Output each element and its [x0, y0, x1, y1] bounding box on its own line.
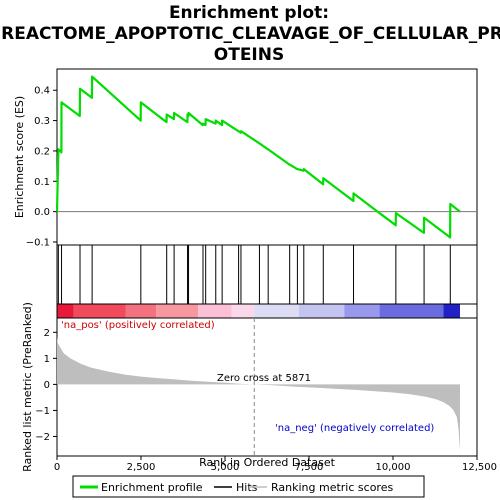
x-tick-label: 5,000 — [211, 462, 240, 473]
colorbar-segment — [156, 304, 199, 318]
es-y-tick-label: −0.1 — [26, 237, 50, 248]
metric-y-axis-label: Ranked list metric (PreRanked) — [21, 302, 34, 472]
zero-cross-label: Zero cross at 5871 — [217, 373, 311, 384]
colorbar-segment — [344, 304, 380, 318]
x-tick-label: 0 — [54, 462, 60, 473]
chart-title-line2: REACTOME_APOPTOTIC_CLEAVAGE_OF_CELLULAR_… — [1, 24, 500, 44]
x-tick-label: 2,500 — [127, 462, 156, 473]
positive-correlation-label: 'na_pos' (positively correlated) — [61, 320, 215, 331]
colorbar-segment — [57, 304, 74, 318]
es-y-ticks: −0.1 0.0 0.1 0.2 0.3 0.4 — [26, 86, 57, 248]
metric-y-tick-label: 2 — [44, 328, 50, 339]
chart-title-line1: Enrichment plot: — [169, 3, 329, 23]
metric-y-ticks: −2 −1 0 1 2 — [35, 328, 57, 443]
es-y-tick-label: 0.4 — [34, 86, 50, 97]
x-tick-label: 10,000 — [376, 462, 411, 473]
legend-hits-label: Hits — [236, 481, 258, 494]
enrichment-plot-frame — [56, 68, 478, 246]
x-axis-label: Rank in Ordered Dataset — [199, 456, 336, 469]
colorbar-segment — [254, 304, 299, 318]
colorbar-segment — [125, 304, 157, 318]
legend-enrichment-label: Enrichment profile — [101, 481, 203, 494]
hit-lines — [57, 245, 451, 304]
es-y-tick-label: 0.0 — [34, 207, 50, 218]
x-tick-label: 12,500 — [462, 462, 497, 473]
legend: Enrichment profile Hits Ranking metric s… — [72, 475, 425, 498]
colorbar-segment — [231, 304, 255, 318]
es-y-tick-label: 0.3 — [34, 116, 50, 127]
colorbar-segment — [198, 304, 232, 318]
metric-y-tick-label: 1 — [44, 354, 50, 365]
colorbar-segment — [379, 304, 444, 318]
metric-y-tick-label: −2 — [35, 432, 50, 443]
es-y-tick-label: 0.1 — [34, 177, 50, 188]
hits-panel — [56, 244, 478, 319]
enrichment-profile-line — [55, 75, 461, 239]
colorbar-segment — [443, 304, 460, 318]
metric-y-tick-label: −1 — [35, 406, 50, 417]
metric-x-ticks: 0 2,500 5,000 7,500 10,000 12,500 — [54, 456, 497, 473]
x-tick-label: 7,500 — [295, 462, 324, 473]
ranked-metric-panel: −2 −1 0 1 2 0 2,500 5,000 7,500 10,000 12,500 'na… — [21, 302, 497, 473]
colorbar-segment — [298, 304, 345, 318]
legend-frame — [72, 475, 425, 498]
metric-y-tick-label: 0 — [44, 380, 50, 391]
negative-correlation-label: 'na_neg' (negatively correlated) — [275, 423, 434, 434]
colorbar-segment — [73, 304, 126, 318]
chart-title-line3: OTEINS — [214, 45, 284, 65]
enrichment-panel: −0.1 0.0 0.1 0.2 0.3 0.4 Enrichment score (ES… — [13, 68, 478, 248]
es-y-tick-label: 0.2 — [34, 146, 50, 157]
es-y-axis-label: Enrichment score (ES) — [13, 96, 26, 218]
ranking-colorbar — [57, 304, 460, 318]
legend-metric-label: Ranking metric scores — [271, 481, 393, 494]
